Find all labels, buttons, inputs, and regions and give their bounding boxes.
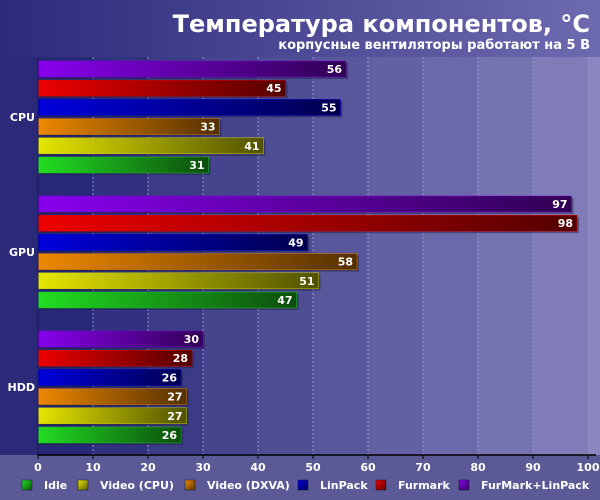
bar (37, 60, 347, 78)
bar (37, 291, 297, 309)
x-tick-label: 70 (415, 461, 431, 474)
bar-value-label: 33 (200, 121, 215, 134)
x-tick-label: 80 (470, 461, 486, 474)
legend: Idle Video (CPU) Video (DXVA) LinPack Furmar… (21, 479, 590, 492)
bar-value-label: 45 (266, 82, 281, 95)
legend-swatch (77, 479, 89, 491)
bar (37, 234, 308, 251)
background-band (533, 57, 588, 455)
background-band (588, 57, 600, 455)
bar-value-label: 26 (162, 429, 178, 442)
x-tick-label: 100 (577, 461, 600, 474)
category-label: CPU (10, 111, 35, 124)
legend-label: Idle (44, 479, 67, 492)
background-band (478, 57, 533, 455)
bar-value-label: 97 (552, 198, 567, 211)
category-label: HDD (8, 381, 35, 394)
bar (37, 214, 578, 232)
bar-value-label: 49 (288, 236, 303, 249)
background-band (368, 57, 423, 455)
bar-value-label: 31 (189, 159, 204, 172)
legend-swatch (458, 479, 470, 491)
bar (37, 156, 209, 174)
bars: 56 45 55 33 41 31 97 98 49 58 51 47 30 28 26 27 27 26 (37, 60, 579, 445)
legend-label: LinPack (320, 479, 368, 492)
bar (37, 407, 187, 425)
chart-subtitle: корпусные вентиляторы работают на 5 В (278, 38, 590, 53)
x-tick-label: 0 (34, 461, 42, 474)
background-band (423, 57, 478, 455)
bar (37, 99, 341, 116)
bar-value-label: 41 (244, 140, 259, 153)
bar (37, 118, 220, 135)
bar-value-label: 47 (277, 294, 292, 307)
bar (37, 369, 182, 386)
x-tick-label: 40 (250, 461, 266, 474)
bar (37, 349, 193, 367)
legend-swatch (21, 479, 33, 491)
legend-swatch (375, 479, 387, 491)
bar (37, 195, 572, 213)
left-panel (0, 57, 38, 455)
bar-value-label: 27 (167, 391, 182, 404)
category-labels: CPU GPU HDD (8, 111, 35, 394)
x-tick-label: 90 (525, 461, 541, 474)
bar-value-label: 28 (173, 352, 188, 365)
bar-value-label: 98 (558, 217, 573, 230)
bar-value-label: 58 (338, 256, 353, 269)
bar-value-label: 30 (184, 333, 200, 346)
bar-value-label: 51 (299, 275, 314, 288)
bar (37, 426, 182, 444)
legend-swatch (297, 479, 309, 491)
title-bar (0, 0, 600, 57)
x-tick-label: 60 (360, 461, 376, 474)
legend-label: Furmark (398, 479, 451, 492)
chart-title: Температура компонентов, °C (173, 10, 590, 38)
bar-value-label: 26 (162, 371, 178, 384)
legend-swatch (184, 479, 196, 491)
x-tick-label: 30 (195, 461, 211, 474)
bar-value-label: 56 (327, 63, 343, 76)
bar-value-label: 27 (167, 410, 182, 423)
legend-label: FurMark+LinPack (481, 479, 590, 492)
x-tick-label: 10 (85, 461, 101, 474)
legend-label: Video (DXVA) (207, 479, 290, 492)
bar-value-label: 55 (321, 101, 336, 114)
x-tick-label: 20 (140, 461, 156, 474)
bar (37, 272, 319, 290)
x-axis-ticks: 0 10 20 30 40 50 60 70 80 90 100 (34, 455, 600, 474)
legend-label: Video (CPU) (100, 479, 174, 492)
bar (37, 330, 204, 348)
bar (37, 137, 264, 155)
category-label: GPU (9, 246, 35, 259)
bar (37, 79, 286, 97)
bar (37, 253, 358, 270)
bar (37, 388, 187, 405)
x-tick-label: 50 (305, 461, 321, 474)
